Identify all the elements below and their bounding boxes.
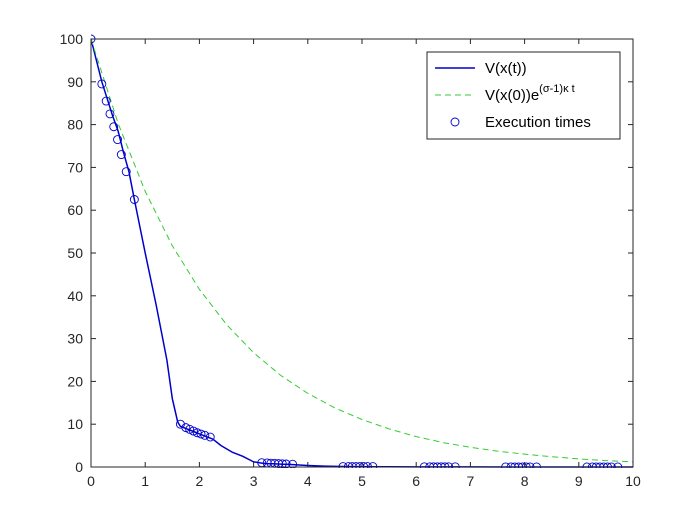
execution-time-marker xyxy=(288,459,298,468)
y-tick-label: 0 xyxy=(75,459,83,475)
y-tick-label: 80 xyxy=(67,117,83,133)
x-tick-label: 1 xyxy=(141,473,149,489)
execution-time-marker xyxy=(113,135,123,145)
execution-time-marker xyxy=(200,430,210,440)
bound-curve-line xyxy=(91,38,634,463)
y-tick-label: 90 xyxy=(67,74,83,90)
x-tick-label: 8 xyxy=(521,473,529,489)
x-tick-label: 4 xyxy=(304,473,312,489)
y-tick-label: 50 xyxy=(67,245,83,261)
execution-time-marker xyxy=(109,122,119,132)
y-tick-label: 40 xyxy=(67,288,83,304)
legend-label: Execution times xyxy=(485,114,591,131)
execution-time-marker xyxy=(277,459,287,468)
y-tick-label: 70 xyxy=(67,159,83,175)
y-tick-label: 100 xyxy=(60,31,84,47)
execution-time-marker xyxy=(116,150,126,160)
y-tick-label: 20 xyxy=(67,373,83,389)
execution-time-marker xyxy=(196,429,206,439)
x-tick-label: 9 xyxy=(575,473,583,489)
y-tick-label: 60 xyxy=(67,202,83,218)
execution-time-marker xyxy=(121,167,131,177)
y-tick-label: 10 xyxy=(67,416,83,432)
execution-time-marker xyxy=(101,96,111,106)
x-tick-label: 0 xyxy=(87,473,95,489)
x-tick-label: 6 xyxy=(412,473,420,489)
execution-time-marker xyxy=(97,79,107,89)
legend-marker xyxy=(450,117,460,127)
execution-time-marker xyxy=(105,109,115,119)
x-tick-label: 2 xyxy=(196,473,204,489)
execution-time-marker xyxy=(281,459,291,468)
x-tick-label: 5 xyxy=(358,473,366,489)
legend-label-superscript: (σ-1)κ t xyxy=(539,83,575,95)
legend-label: V(x(t)) xyxy=(485,60,527,77)
x-tick-label: 3 xyxy=(250,473,258,489)
x-tick-label: 10 xyxy=(625,473,641,489)
x-tick-label: 7 xyxy=(467,473,475,489)
execution-time-marker xyxy=(205,432,215,442)
y-tick-label: 30 xyxy=(67,331,83,347)
execution-time-marker xyxy=(129,195,139,204)
